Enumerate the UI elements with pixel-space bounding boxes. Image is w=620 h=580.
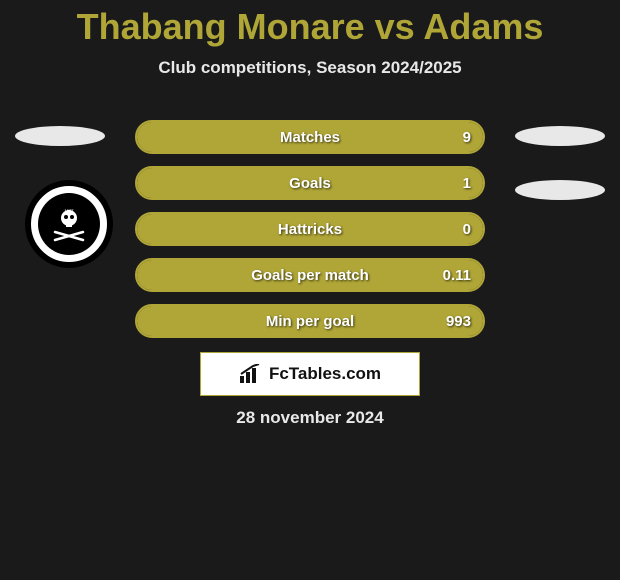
stat-row: Hattricks0	[135, 212, 485, 246]
page-title: Thabang Monare vs Adams	[0, 0, 620, 48]
skull-crossbones-icon: 1937	[47, 202, 91, 246]
player-avatar-right-placeholder-1	[515, 126, 605, 146]
stat-label: Hattricks	[137, 221, 483, 238]
svg-text:1937: 1937	[65, 208, 75, 213]
player-avatar-right-placeholder-2	[515, 180, 605, 200]
stat-value-right: 0	[463, 221, 471, 238]
club-crest: 1937	[25, 180, 113, 268]
bars-icon	[239, 364, 263, 384]
brand-text: FcTables.com	[269, 364, 381, 384]
stat-label: Min per goal	[137, 313, 483, 330]
club-crest-inner: 1937	[38, 193, 100, 255]
stat-value-right: 993	[446, 313, 471, 330]
stat-value-right: 1	[463, 175, 471, 192]
page-subtitle: Club competitions, Season 2024/2025	[0, 58, 620, 78]
stat-row: Goals per match0.11	[135, 258, 485, 292]
date-label: 28 november 2024	[0, 408, 620, 428]
stat-label: Goals	[137, 175, 483, 192]
stat-row: Matches9	[135, 120, 485, 154]
stats-list: Matches9Goals1Hattricks0Goals per match0…	[135, 120, 485, 350]
brand-badge[interactable]: FcTables.com	[200, 352, 420, 396]
stat-row: Min per goal993	[135, 304, 485, 338]
stat-value-right: 9	[463, 129, 471, 146]
stat-label: Matches	[137, 129, 483, 146]
stat-value-right: 0.11	[443, 267, 471, 284]
stat-row: Goals1	[135, 166, 485, 200]
player-avatar-left-placeholder	[15, 126, 105, 146]
stat-label: Goals per match	[137, 267, 483, 284]
